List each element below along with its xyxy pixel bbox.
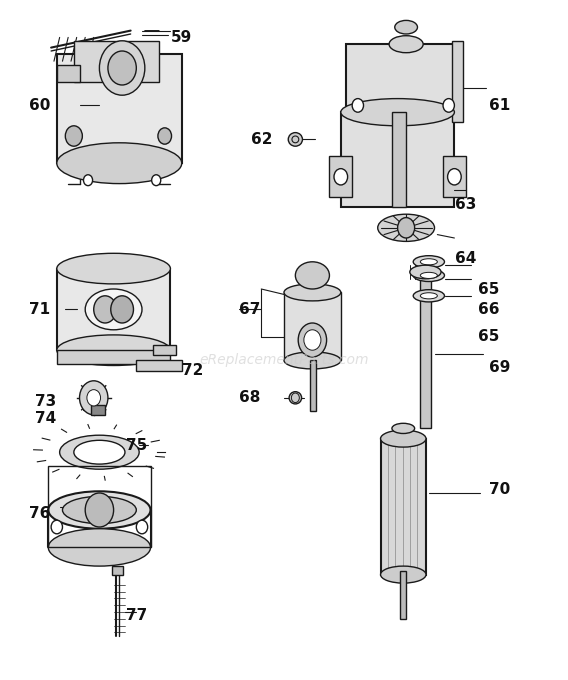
Circle shape	[80, 381, 108, 415]
Ellipse shape	[111, 296, 133, 323]
Ellipse shape	[395, 20, 417, 34]
Ellipse shape	[420, 273, 437, 279]
Text: 65: 65	[478, 329, 499, 344]
Bar	[284, 292, 341, 360]
Bar	[420, 272, 431, 428]
Bar	[57, 65, 80, 82]
Bar	[329, 156, 352, 197]
Bar	[57, 54, 182, 163]
Text: 60: 60	[29, 98, 51, 113]
Text: 71: 71	[29, 302, 51, 317]
Circle shape	[83, 175, 93, 186]
Ellipse shape	[389, 35, 423, 52]
Text: 75: 75	[126, 438, 147, 453]
Bar	[91, 405, 105, 415]
Ellipse shape	[295, 262, 329, 289]
Ellipse shape	[284, 284, 341, 301]
Bar	[153, 345, 176, 355]
Text: 73: 73	[35, 394, 56, 409]
Ellipse shape	[289, 392, 302, 404]
Circle shape	[298, 323, 327, 357]
Circle shape	[443, 99, 454, 112]
Text: 59: 59	[171, 30, 193, 45]
Bar	[443, 156, 466, 197]
Ellipse shape	[62, 496, 136, 524]
Ellipse shape	[57, 254, 170, 284]
Circle shape	[108, 51, 136, 85]
Ellipse shape	[378, 214, 435, 241]
Bar	[381, 439, 426, 575]
Circle shape	[99, 41, 145, 95]
Text: 70: 70	[489, 482, 511, 497]
Ellipse shape	[284, 352, 341, 369]
Ellipse shape	[57, 143, 182, 184]
Circle shape	[352, 99, 364, 112]
Text: 66: 66	[478, 302, 499, 317]
Bar	[341, 112, 454, 207]
Text: eReplacementParts.com: eReplacementParts.com	[199, 354, 369, 367]
Ellipse shape	[392, 423, 415, 434]
Text: 76: 76	[29, 506, 51, 521]
Circle shape	[152, 175, 161, 186]
Bar	[136, 360, 182, 371]
Text: 61: 61	[489, 98, 511, 113]
Bar	[74, 41, 159, 82]
Text: 67: 67	[239, 302, 261, 317]
Bar	[57, 350, 170, 364]
Text: 77: 77	[126, 608, 147, 623]
Text: 68: 68	[239, 390, 261, 405]
Bar	[112, 566, 123, 575]
Text: 69: 69	[489, 360, 511, 375]
Circle shape	[65, 126, 82, 146]
Ellipse shape	[48, 529, 151, 566]
Ellipse shape	[85, 289, 142, 330]
Ellipse shape	[381, 566, 426, 583]
Ellipse shape	[74, 441, 125, 464]
Ellipse shape	[413, 269, 444, 282]
Ellipse shape	[381, 430, 426, 447]
Bar	[48, 466, 151, 547]
Circle shape	[87, 390, 101, 406]
Circle shape	[158, 128, 172, 144]
Ellipse shape	[341, 99, 454, 126]
Circle shape	[85, 493, 114, 527]
Bar	[400, 571, 406, 619]
Ellipse shape	[94, 296, 116, 323]
Text: 72: 72	[182, 363, 204, 378]
Ellipse shape	[48, 491, 151, 529]
Bar	[57, 269, 170, 350]
Circle shape	[51, 520, 62, 534]
Circle shape	[448, 169, 461, 185]
Text: 65: 65	[478, 282, 499, 296]
Ellipse shape	[288, 133, 303, 146]
Bar	[452, 41, 463, 122]
Ellipse shape	[413, 256, 444, 268]
Ellipse shape	[57, 335, 170, 366]
Ellipse shape	[410, 265, 441, 279]
Circle shape	[136, 520, 148, 534]
Text: 74: 74	[35, 411, 56, 426]
Ellipse shape	[413, 290, 444, 302]
Text: 62: 62	[250, 132, 272, 147]
Bar	[310, 360, 316, 411]
Ellipse shape	[420, 259, 437, 265]
Ellipse shape	[420, 292, 437, 299]
Circle shape	[304, 330, 321, 350]
Text: 64: 64	[455, 251, 477, 266]
Bar	[346, 44, 454, 112]
Bar	[392, 112, 406, 207]
Circle shape	[398, 218, 415, 238]
Ellipse shape	[60, 435, 139, 469]
Circle shape	[334, 169, 348, 185]
Text: 63: 63	[455, 197, 477, 211]
